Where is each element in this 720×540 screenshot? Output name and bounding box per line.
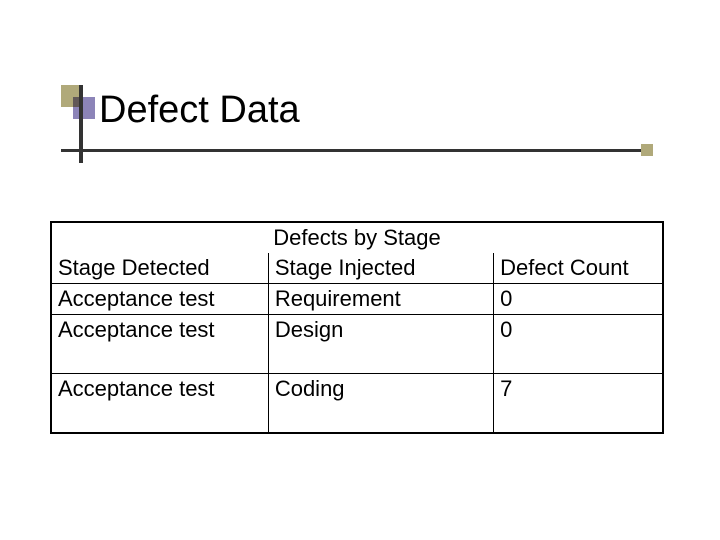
table-cell: Requirement: [268, 284, 493, 315]
table-cell: 0: [494, 284, 663, 315]
table-cell: Coding: [268, 374, 493, 434]
table-cell: 7: [494, 374, 663, 434]
table-header-defect-count: Defect Count: [494, 253, 663, 284]
decor-box-purple: [73, 97, 95, 119]
decor-end-box: [641, 144, 653, 156]
decor-horizontal-line: [61, 149, 641, 152]
table-super-header: Defects by Stage: [51, 222, 663, 253]
table-cell: Design: [268, 315, 493, 374]
defects-table: Defects by Stage Stage Detected Stage In…: [50, 221, 664, 434]
table-cell: Acceptance test: [51, 284, 268, 315]
table-cell: Acceptance test: [51, 374, 268, 434]
table-cell: Acceptance test: [51, 315, 268, 374]
table-cell: 0: [494, 315, 663, 374]
page-title: Defect Data: [99, 89, 300, 132]
table-header-stage-injected: Stage Injected: [268, 253, 493, 284]
table-header-stage-detected: Stage Detected: [51, 253, 268, 284]
